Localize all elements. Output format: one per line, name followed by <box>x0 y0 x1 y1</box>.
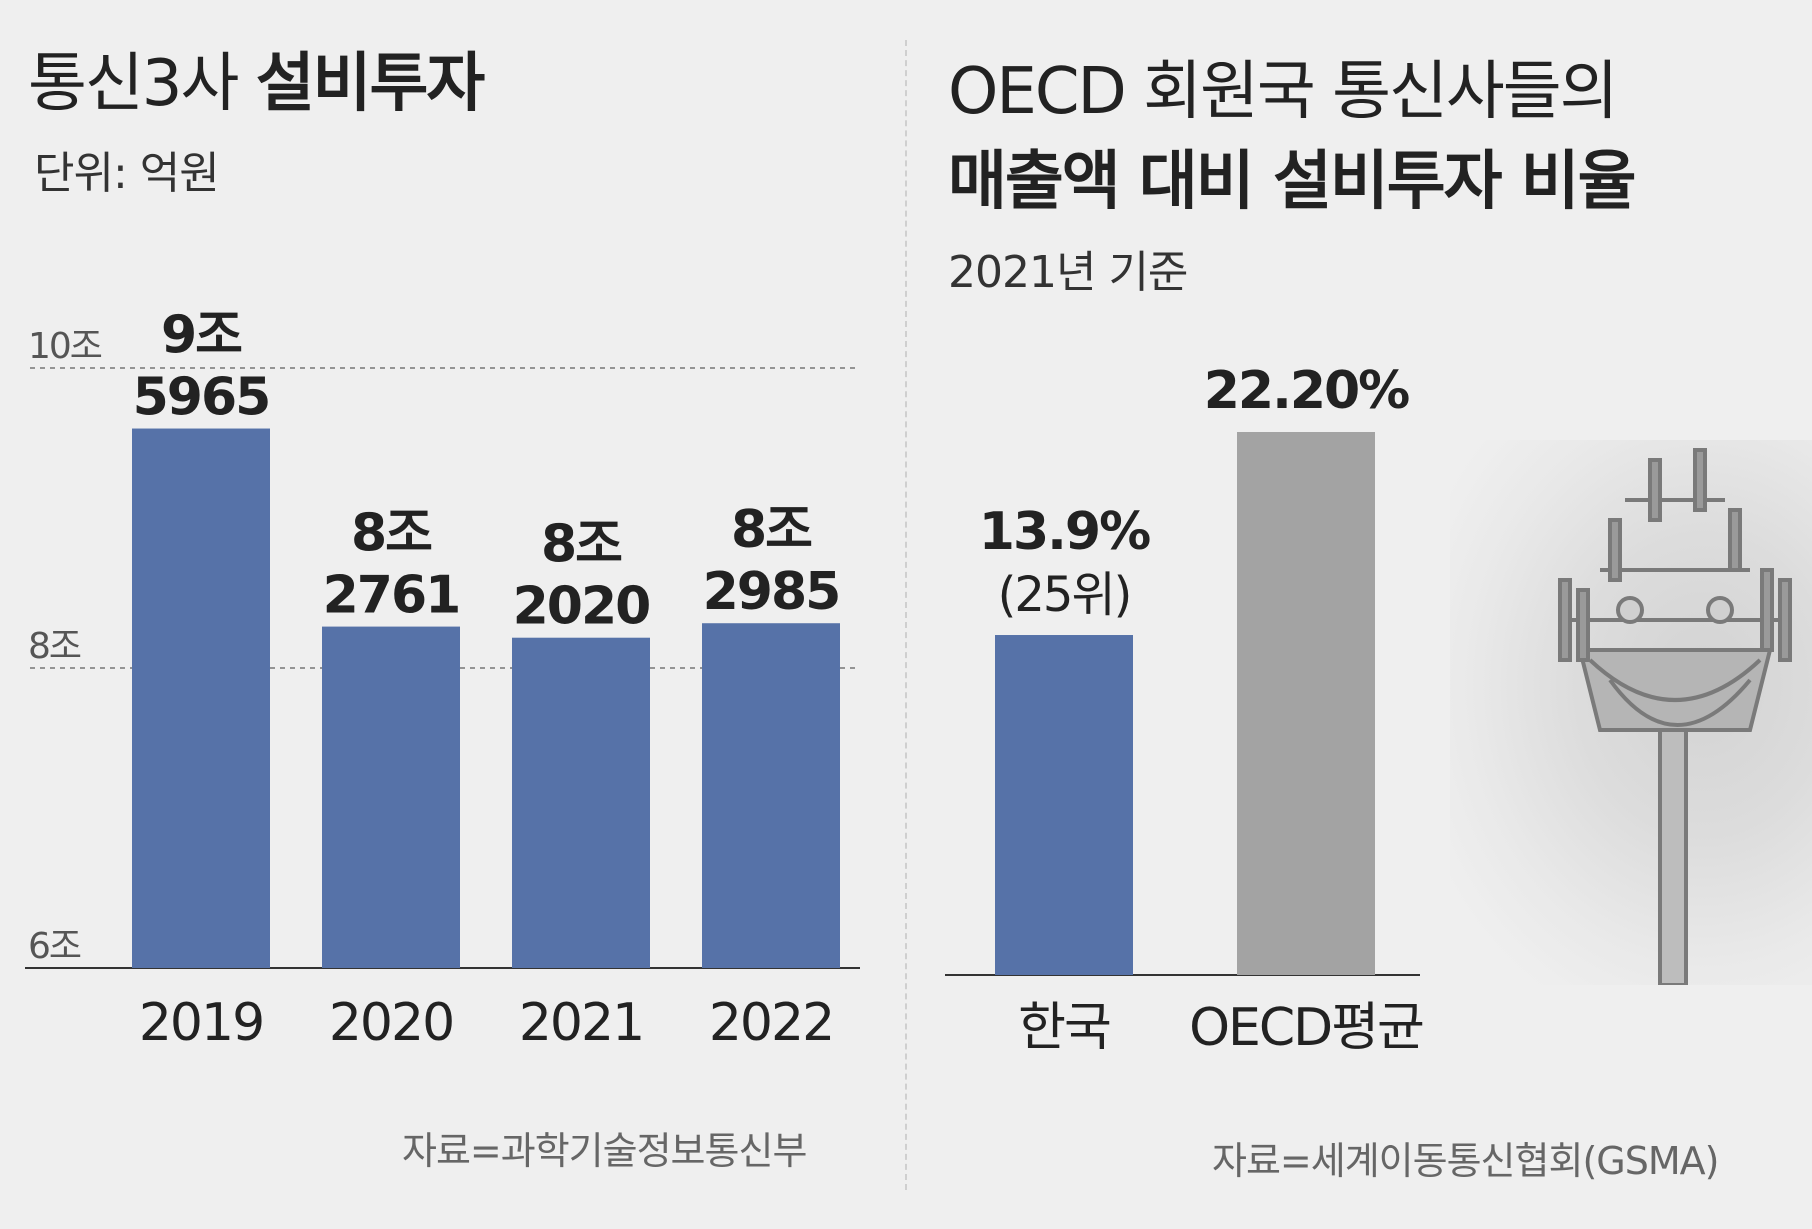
bar <box>702 623 840 968</box>
data-label: 13.9% <box>979 502 1150 562</box>
data-label: 22.20% <box>1204 361 1409 421</box>
data-label: 8조 <box>731 500 812 560</box>
bar <box>322 626 460 968</box>
y-tick-label: 6조 <box>28 926 81 967</box>
data-sublabel: (25위) <box>998 567 1131 623</box>
bar <box>1237 432 1375 975</box>
y-tick-label: 8조 <box>28 626 81 667</box>
cell-tower-photo <box>1450 440 1812 987</box>
bar <box>995 635 1133 975</box>
data-label: 8조 <box>351 504 432 564</box>
bar <box>512 637 650 968</box>
left-bar-chart: 10조8조6조9조596520198조276120208조202020218조2… <box>25 306 860 1053</box>
data-label: 9조 <box>161 306 242 366</box>
x-tick-label: 한국 <box>1018 998 1110 1058</box>
right-title-line2: 매출액 대비 설비투자 비율 <box>948 145 1637 219</box>
right-title-line1: OECD 회원국 통신사들의 <box>948 55 1619 129</box>
data-label: 2761 <box>323 566 460 626</box>
bar <box>132 428 270 968</box>
x-tick-label: 2021 <box>519 993 643 1053</box>
data-label: 8조 <box>541 515 622 575</box>
data-label: 2020 <box>513 577 650 637</box>
left-chart-title: 통신3사 설비투자 <box>28 32 486 124</box>
data-label: 5965 <box>133 368 270 428</box>
right-basis-label: 2021년 기준 <box>948 247 1188 298</box>
left-title-light: 통신3사 <box>28 47 256 121</box>
x-tick-label: OECD평균 <box>1189 998 1423 1058</box>
right-source: 자료=세계이동통신협회(GSMA) <box>1212 1139 1719 1183</box>
x-tick-label: 2019 <box>139 993 263 1053</box>
data-label: 2985 <box>703 562 840 622</box>
left-title-bold: 설비투자 <box>255 47 486 121</box>
left-unit-label: 단위: 억원 <box>34 148 220 199</box>
panel-divider <box>905 40 907 1190</box>
cell-tower-icon <box>1558 448 1792 987</box>
y-tick-label: 10조 <box>28 326 102 367</box>
x-tick-label: 2020 <box>329 993 453 1053</box>
x-tick-label: 2022 <box>709 993 833 1053</box>
left-source: 자료=과학기술정보통신부 <box>402 1129 807 1173</box>
